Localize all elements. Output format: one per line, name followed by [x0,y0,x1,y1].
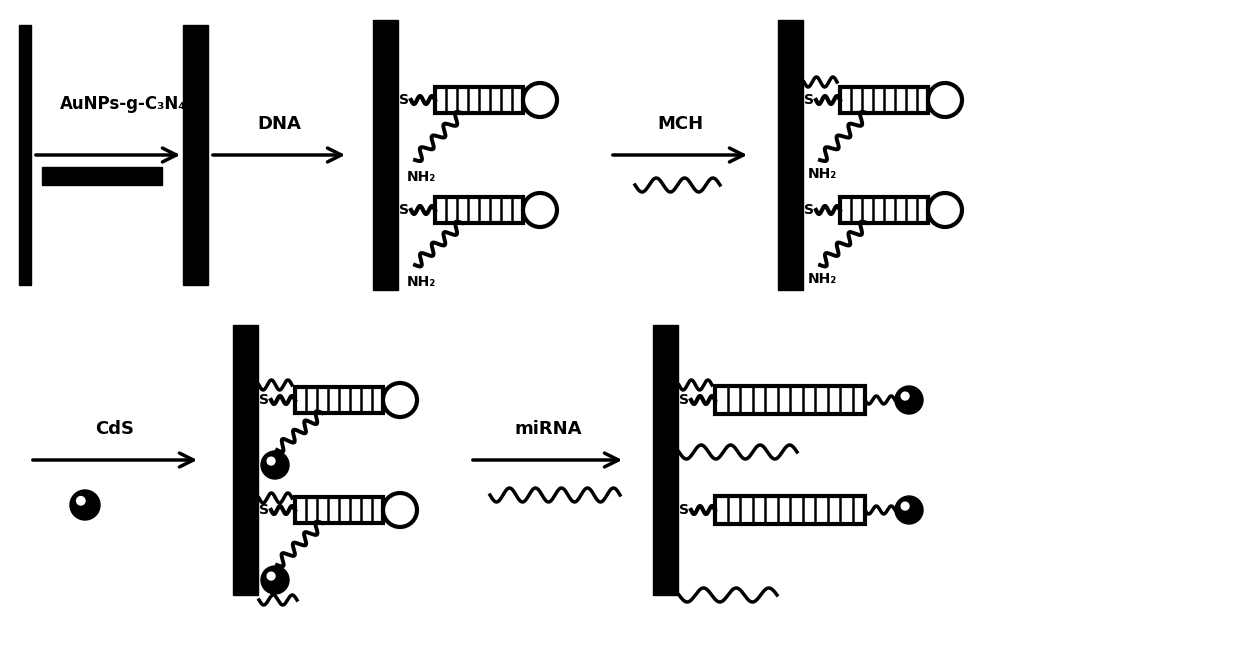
Text: S: S [259,393,269,407]
Text: S: S [259,503,269,517]
Bar [19,25,31,285]
Text: S: S [804,93,813,107]
Text: S: S [680,393,689,407]
Circle shape [69,490,100,520]
Circle shape [523,83,557,117]
Bar [715,496,866,524]
Bar [182,25,207,285]
Text: AuNPs-g-C₃N₄: AuNPs-g-C₃N₄ [60,95,187,113]
Text: S: S [399,93,409,107]
Circle shape [928,193,962,227]
Text: miRNA: miRNA [515,420,582,438]
Circle shape [895,496,923,524]
Circle shape [260,451,289,479]
Circle shape [901,502,909,510]
Text: NH₂: NH₂ [808,272,837,286]
Circle shape [523,193,557,227]
Bar [777,20,802,290]
Circle shape [383,493,417,527]
Bar [295,387,383,413]
Bar [435,197,523,223]
Text: MCH: MCH [657,115,703,133]
Circle shape [77,497,86,505]
Text: S: S [804,203,813,217]
Circle shape [267,457,275,465]
Text: S: S [399,203,409,217]
Bar [839,87,928,113]
Text: CdS: CdS [95,420,134,438]
Bar [42,167,162,185]
Bar [435,87,523,113]
Circle shape [895,386,923,414]
Bar [839,197,928,223]
Text: DNA: DNA [257,115,301,133]
Text: NH₂: NH₂ [407,275,436,289]
Text: S: S [680,503,689,517]
Circle shape [383,383,417,417]
Text: NH₂: NH₂ [808,167,837,181]
Circle shape [928,83,962,117]
Bar [233,325,258,595]
Bar [652,325,677,595]
Bar [372,20,398,290]
Circle shape [260,566,289,594]
Bar [295,497,383,523]
Text: NH₂: NH₂ [407,170,436,184]
Circle shape [901,392,909,400]
Bar [715,386,866,414]
Circle shape [267,572,275,580]
